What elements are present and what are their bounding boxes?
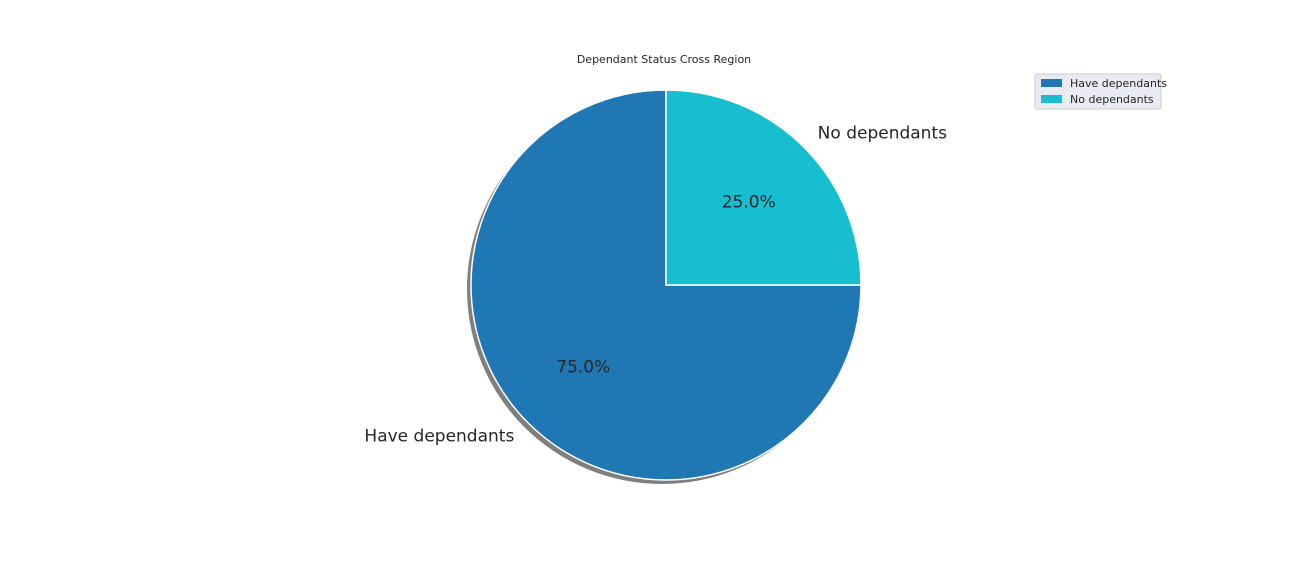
legend-swatch-no-dependants [1041,95,1062,103]
slice-percent-have-dependants: 75.0% [556,358,610,378]
slice-label-no-dependants: No dependants [818,123,947,143]
slice-have-dependants [470,89,862,481]
slice-label-have-dependants: Have dependants [364,427,514,447]
slice-percent-no-dependants: 25.0% [722,192,776,212]
legend-label-no-dependants: No dependants [1070,93,1154,106]
pie-labels: Have dependants 75.0% No dependants 25.0% [364,123,947,446]
legend: Have dependants No dependants [1034,73,1167,110]
pie-slices [470,89,862,481]
legend-label-have-dependants: Have dependants [1070,77,1167,90]
chart-title: Dependant Status Cross Region [577,53,751,66]
legend-frame [1034,73,1162,110]
slice-no-dependants [665,89,862,286]
legend-swatch-have-dependants [1041,79,1062,87]
